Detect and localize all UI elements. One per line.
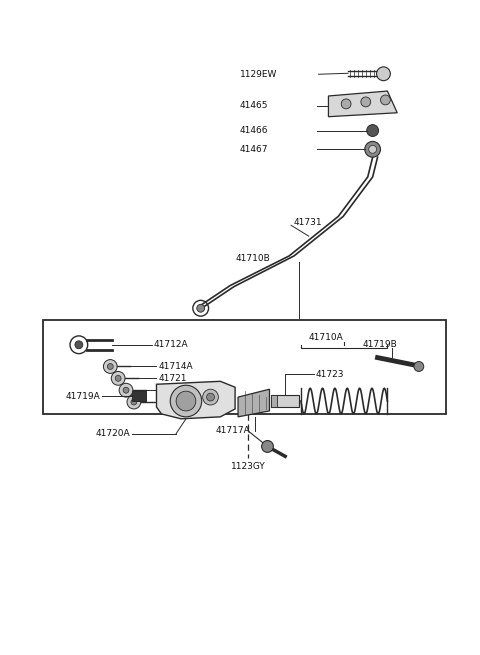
Text: 41718: 41718 (158, 398, 187, 407)
Text: 41714A: 41714A (158, 362, 193, 371)
Circle shape (123, 387, 129, 393)
Circle shape (176, 391, 196, 411)
Bar (272, 395, 277, 407)
Text: 41710B: 41710B (235, 254, 270, 263)
Text: 41714A: 41714A (158, 386, 193, 395)
Circle shape (119, 383, 133, 397)
Bar (272, 395, 299, 407)
Text: 41712A: 41712A (154, 341, 188, 349)
Polygon shape (328, 91, 397, 117)
Circle shape (341, 99, 351, 109)
Text: 41719A: 41719A (66, 392, 100, 401)
Circle shape (131, 399, 137, 405)
Circle shape (361, 97, 371, 107)
Text: 41721: 41721 (158, 374, 187, 383)
Circle shape (75, 341, 83, 348)
Text: 1129EW: 1129EW (240, 70, 277, 79)
Bar (44, 320, 446, 414)
Circle shape (262, 441, 274, 453)
Text: 41719B: 41719B (363, 341, 397, 349)
Text: 41466: 41466 (240, 126, 268, 135)
Circle shape (108, 364, 113, 369)
Circle shape (197, 305, 204, 312)
Circle shape (367, 124, 379, 136)
Circle shape (365, 141, 381, 157)
Circle shape (103, 360, 117, 373)
Circle shape (206, 393, 215, 401)
Text: 41723: 41723 (316, 370, 344, 379)
Circle shape (127, 395, 141, 409)
Circle shape (381, 95, 390, 105)
Text: 41720A: 41720A (96, 429, 130, 438)
Polygon shape (238, 389, 269, 417)
Circle shape (377, 67, 390, 81)
Circle shape (170, 385, 202, 417)
Text: 41717A: 41717A (216, 426, 250, 435)
Polygon shape (156, 381, 235, 419)
Circle shape (115, 375, 121, 381)
Circle shape (414, 362, 424, 371)
Circle shape (369, 145, 377, 153)
Text: 41710A: 41710A (309, 333, 344, 343)
Bar (132, 391, 145, 401)
Text: 41465: 41465 (240, 102, 268, 110)
Text: 41467: 41467 (240, 145, 268, 154)
Circle shape (203, 389, 218, 405)
Text: 41731: 41731 (293, 218, 322, 227)
Text: 1123GY: 1123GY (230, 462, 265, 471)
Circle shape (111, 371, 125, 385)
